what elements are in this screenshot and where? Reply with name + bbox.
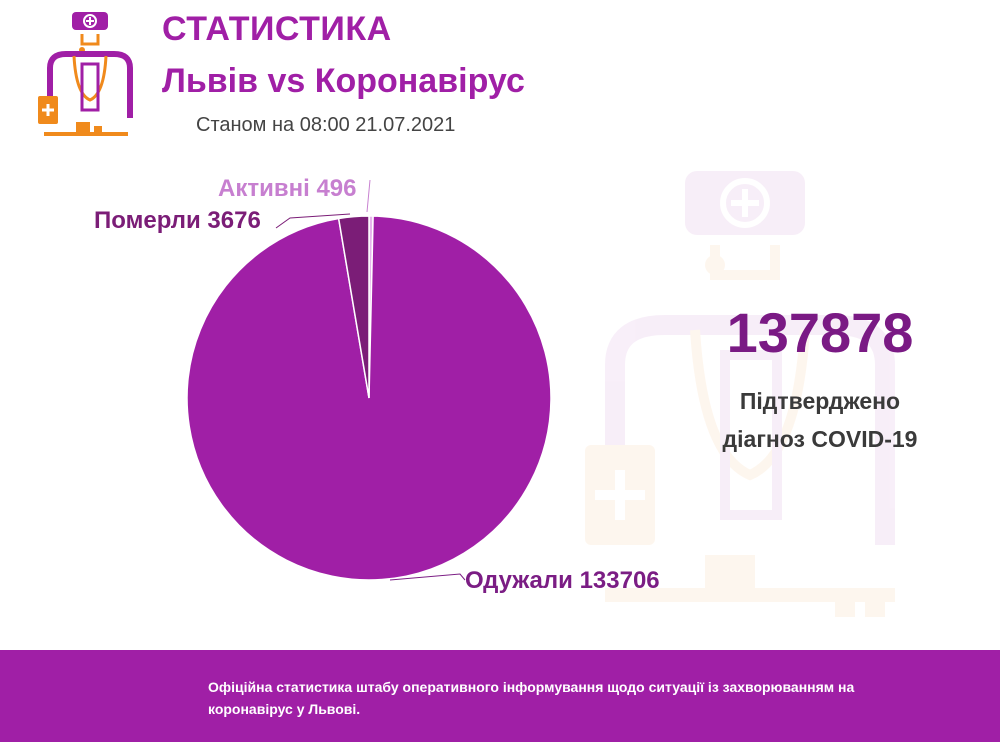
page-title: СТАТИСТИКА	[162, 10, 392, 48]
pie-slice-label: Померли 3676	[94, 207, 261, 234]
pie-chart: Активні 496 Одужали 133706 Померли 3676	[94, 175, 660, 594]
footer-bar: Офіційна статистика штабу оперативного і…	[0, 650, 1000, 742]
background-doctor-illustration	[585, 171, 895, 617]
doctor-icon	[38, 12, 133, 136]
pie-leader-line	[389, 573, 466, 581]
footer-text: Офіційна статистика штабу оперативного і…	[208, 679, 855, 717]
pie-slice-label: Одужали 133706	[465, 567, 660, 594]
pie-slice	[337, 215, 370, 399]
confirmed-label-line1: Підтверджено	[739, 388, 901, 414]
pie-slice-label: Активні 496	[218, 175, 356, 202]
page-subtitle: Львів vs Коронавірус	[162, 62, 525, 100]
pie-leader-line	[366, 179, 371, 213]
confirmed-total: 137878	[726, 301, 914, 364]
pie-leader-line	[275, 213, 351, 229]
confirmed-label-line2: діагноз COVID-19	[722, 426, 918, 452]
confirmed-label: Підтверджено діагноз COVID-19	[700, 382, 940, 458]
report-date: Станом на 08:00 21.07.2021	[196, 114, 456, 136]
